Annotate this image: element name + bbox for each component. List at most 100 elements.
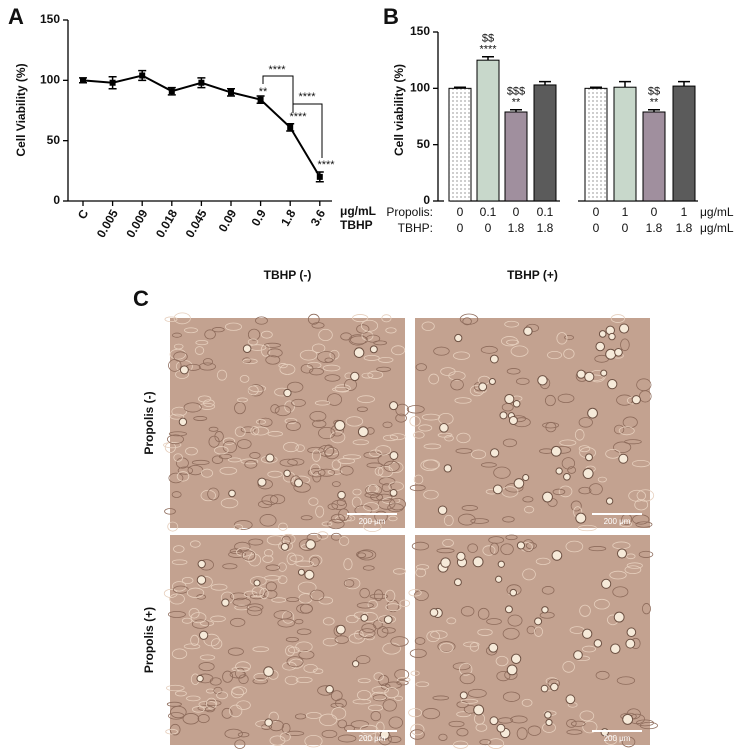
round-cell [389, 401, 399, 411]
cell [376, 626, 389, 638]
round-cell [542, 491, 553, 503]
cell [222, 670, 234, 683]
cell [258, 417, 273, 428]
cell [421, 413, 441, 421]
cell [384, 687, 399, 699]
cell [210, 615, 226, 623]
cell [357, 678, 371, 684]
cell [348, 633, 366, 644]
cell [393, 568, 406, 575]
row-cell: 1.8 [646, 221, 663, 235]
cell [177, 466, 194, 475]
cell [171, 491, 182, 498]
cell [281, 533, 296, 545]
cell [337, 719, 348, 729]
cell [578, 486, 592, 495]
cell [304, 734, 323, 748]
round-cell [242, 344, 252, 353]
cell [378, 356, 394, 363]
cell [421, 321, 435, 332]
cell [327, 503, 339, 510]
row-unit: μg/mL [700, 221, 734, 235]
cell [505, 534, 518, 541]
cell [502, 627, 520, 640]
bar [448, 87, 472, 202]
scale-bar-label: 200 μm [359, 517, 386, 526]
cell [165, 728, 179, 735]
cell [167, 521, 179, 532]
cell [343, 579, 355, 588]
cell [298, 593, 313, 604]
cell [191, 459, 210, 465]
cell [456, 711, 471, 718]
round-cell [540, 684, 549, 693]
cell [255, 316, 268, 325]
cell [220, 498, 239, 509]
round-cell [545, 718, 553, 727]
cell [236, 700, 251, 710]
cell [337, 457, 356, 465]
cell [164, 316, 178, 323]
cell [311, 322, 325, 329]
cell [455, 448, 473, 454]
cell [285, 645, 295, 657]
round-cell [598, 330, 607, 338]
cell [373, 340, 388, 346]
cell [391, 345, 406, 356]
round-cell [488, 378, 496, 386]
cell [309, 410, 327, 422]
cell [247, 385, 259, 396]
round-cell [616, 548, 627, 559]
round-cell [383, 615, 393, 624]
cell [527, 725, 542, 736]
cell [387, 503, 404, 513]
cell [230, 687, 244, 699]
cell [211, 455, 224, 464]
cell [510, 345, 529, 357]
x-tick-label: 3.6 [308, 207, 329, 229]
cell [496, 670, 511, 682]
cell [507, 614, 523, 627]
cell [415, 567, 427, 578]
error-bar [678, 80, 690, 87]
round-cell [280, 542, 289, 551]
cell [593, 598, 610, 610]
cell [204, 329, 216, 340]
bracket [293, 103, 323, 158]
cell [613, 424, 625, 435]
cell [462, 317, 472, 326]
cell [286, 656, 304, 668]
cell [295, 444, 305, 452]
row-cell: 0 [513, 205, 520, 219]
cell [381, 627, 396, 634]
cell [561, 457, 576, 470]
cell [206, 697, 217, 710]
cell [216, 369, 228, 381]
cell [167, 610, 186, 618]
cell [306, 711, 322, 720]
cell [323, 444, 334, 457]
cell [397, 677, 411, 683]
cell [259, 514, 277, 527]
cell [410, 670, 420, 676]
round-cell [541, 606, 549, 614]
error-bar [590, 86, 602, 89]
cell [374, 466, 384, 476]
cell [173, 453, 183, 462]
cell [426, 630, 440, 643]
row-cell: 1.8 [537, 221, 554, 235]
y-tick-label: 0 [423, 193, 430, 207]
cell [570, 720, 586, 727]
cell [359, 724, 379, 735]
cell [337, 734, 357, 743]
cell [363, 521, 382, 532]
bar [584, 87, 608, 202]
cell [564, 335, 575, 341]
cell [495, 655, 509, 667]
cell [274, 405, 292, 417]
cell [365, 334, 381, 343]
scale-bar-label: 200 μm [604, 517, 631, 526]
cell [605, 449, 621, 459]
cell [502, 691, 521, 702]
round-cell [360, 613, 369, 622]
